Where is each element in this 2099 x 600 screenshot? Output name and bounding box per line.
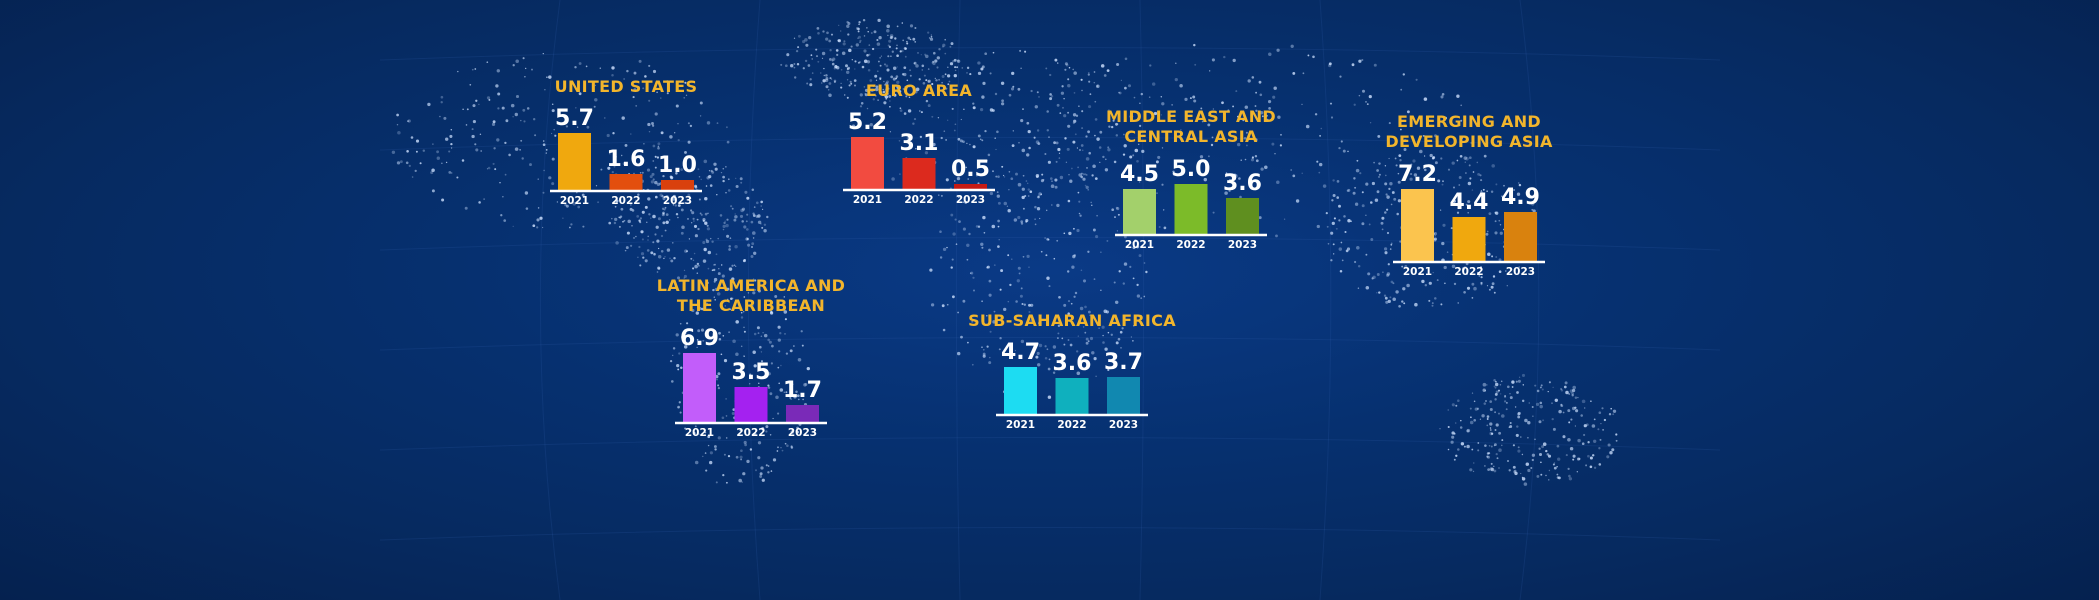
bar-2021 bbox=[1123, 189, 1156, 234]
bar-2021 bbox=[683, 353, 716, 422]
chart-title: LATIN AMERICA AND THE CARIBBEAN bbox=[657, 276, 846, 315]
chart-title: EMERGING AND DEVELOPING ASIA bbox=[1385, 112, 1553, 151]
year-label: 2023 bbox=[956, 194, 985, 206]
bar-2023 bbox=[661, 180, 694, 190]
chart-title: UNITED STATES bbox=[555, 77, 698, 96]
value-label: 4.9 bbox=[1501, 185, 1540, 210]
chart-title-line: THE CARIBBEAN bbox=[677, 296, 825, 315]
year-label: 2022 bbox=[1057, 419, 1086, 431]
bar-2022 bbox=[1452, 217, 1486, 261]
value-label: 3.6 bbox=[1053, 351, 1092, 376]
value-label: 3.1 bbox=[900, 131, 939, 156]
bar-2023 bbox=[1504, 212, 1537, 261]
chart-title-line: UNITED STATES bbox=[555, 77, 698, 96]
chart-title-line: EMERGING AND bbox=[1397, 112, 1541, 131]
chart-united-states: UNITED STATES 5.7 2021 1.6 2022 1.0 2023 bbox=[550, 77, 702, 216]
year-label: 2021 bbox=[560, 195, 589, 207]
value-label: 5.0 bbox=[1172, 157, 1211, 182]
value-label: 4.4 bbox=[1450, 190, 1489, 215]
bar-2021 bbox=[1401, 189, 1434, 261]
year-label: 2023 bbox=[788, 427, 817, 439]
year-label: 2022 bbox=[904, 194, 933, 206]
year-label: 2021 bbox=[1006, 419, 1035, 431]
bar-2023 bbox=[1107, 377, 1140, 414]
chart-emerging-developing-asia: EMERGING AND DEVELOPING ASIA 7.2 2021 4.4 202… bbox=[1385, 112, 1552, 287]
value-label: 5.2 bbox=[848, 110, 887, 135]
chart-svg: SUB-SAHARAN AFRICA 4.7 2021 3.6 2022 3.7 2023 bbox=[968, 311, 1176, 431]
year-label: 2021 bbox=[853, 194, 882, 206]
year-label: 2022 bbox=[1454, 266, 1483, 278]
bar-2023 bbox=[954, 184, 987, 189]
value-label: 4.7 bbox=[1001, 340, 1040, 365]
bar-2022 bbox=[609, 174, 643, 190]
year-label: 2021 bbox=[685, 427, 714, 439]
year-label: 2023 bbox=[1506, 266, 1535, 278]
year-label: 2022 bbox=[736, 427, 765, 439]
value-label: 1.0 bbox=[658, 153, 697, 178]
value-label: 5.7 bbox=[555, 106, 594, 131]
bar-2022 bbox=[734, 387, 768, 422]
chart-title-line: EURO AREA bbox=[866, 81, 972, 100]
value-label: 4.5 bbox=[1120, 162, 1159, 187]
chart-title: MIDDLE EAST AND CENTRAL ASIA bbox=[1106, 107, 1276, 146]
chart-sub-saharan-africa: SUB-SAHARAN AFRICA 4.7 2021 3.6 2022 3.7 2023 bbox=[968, 311, 1176, 440]
chart-title-line: SUB-SAHARAN AFRICA bbox=[968, 311, 1176, 330]
chart-title-line: DEVELOPING ASIA bbox=[1385, 132, 1553, 151]
value-label: 3.6 bbox=[1223, 171, 1262, 196]
year-label: 2023 bbox=[1228, 239, 1257, 251]
value-label: 1.6 bbox=[607, 147, 646, 172]
bar-2023 bbox=[786, 405, 819, 422]
chart-svg: MIDDLE EAST AND CENTRAL ASIA 4.5 2021 5.0 202… bbox=[1106, 107, 1276, 251]
bar-2022 bbox=[1055, 378, 1089, 414]
year-label: 2023 bbox=[663, 195, 692, 207]
value-label: 1.7 bbox=[783, 378, 822, 403]
chart-svg: EMERGING AND DEVELOPING ASIA 7.2 2021 4.4 202… bbox=[1385, 112, 1552, 278]
year-label: 2022 bbox=[611, 195, 640, 207]
chart-title-line: LATIN AMERICA AND bbox=[657, 276, 846, 295]
map-dots bbox=[391, 18, 1618, 486]
chart-euro-area: EURO AREA 5.2 2021 3.1 2022 0.5 2023 bbox=[843, 81, 995, 215]
year-label: 2022 bbox=[1176, 239, 1205, 251]
year-label: 2021 bbox=[1403, 266, 1432, 278]
value-label: 7.2 bbox=[1398, 162, 1437, 187]
chart-svg: EURO AREA 5.2 2021 3.1 2022 0.5 2023 bbox=[843, 81, 995, 206]
chart-title-line: CENTRAL ASIA bbox=[1124, 127, 1258, 146]
value-label: 6.9 bbox=[680, 326, 719, 351]
chart-latin-america-caribbean: LATIN AMERICA AND THE CARIBBEAN 6.9 2021 3.5… bbox=[657, 276, 845, 448]
chart-title: SUB-SAHARAN AFRICA bbox=[968, 311, 1176, 330]
chart-middle-east-central-asia: MIDDLE EAST AND CENTRAL ASIA 4.5 2021 5.0 202… bbox=[1106, 107, 1276, 260]
chart-title-line: MIDDLE EAST AND bbox=[1106, 107, 1276, 126]
bar-2021 bbox=[558, 133, 591, 190]
value-label: 0.5 bbox=[951, 157, 990, 182]
bar-2022 bbox=[902, 158, 936, 189]
chart-svg: LATIN AMERICA AND THE CARIBBEAN 6.9 2021 3.5… bbox=[657, 276, 845, 439]
bar-2022 bbox=[1174, 184, 1208, 234]
bar-2023 bbox=[1226, 198, 1259, 234]
chart-title: EURO AREA bbox=[866, 81, 972, 100]
bar-2021 bbox=[1004, 367, 1037, 414]
year-label: 2021 bbox=[1125, 239, 1154, 251]
bar-2021 bbox=[851, 137, 884, 189]
chart-svg: UNITED STATES 5.7 2021 1.6 2022 1.0 2023 bbox=[550, 77, 702, 207]
value-label: 3.7 bbox=[1104, 350, 1143, 375]
year-label: 2023 bbox=[1109, 419, 1138, 431]
value-label: 3.5 bbox=[732, 360, 771, 385]
